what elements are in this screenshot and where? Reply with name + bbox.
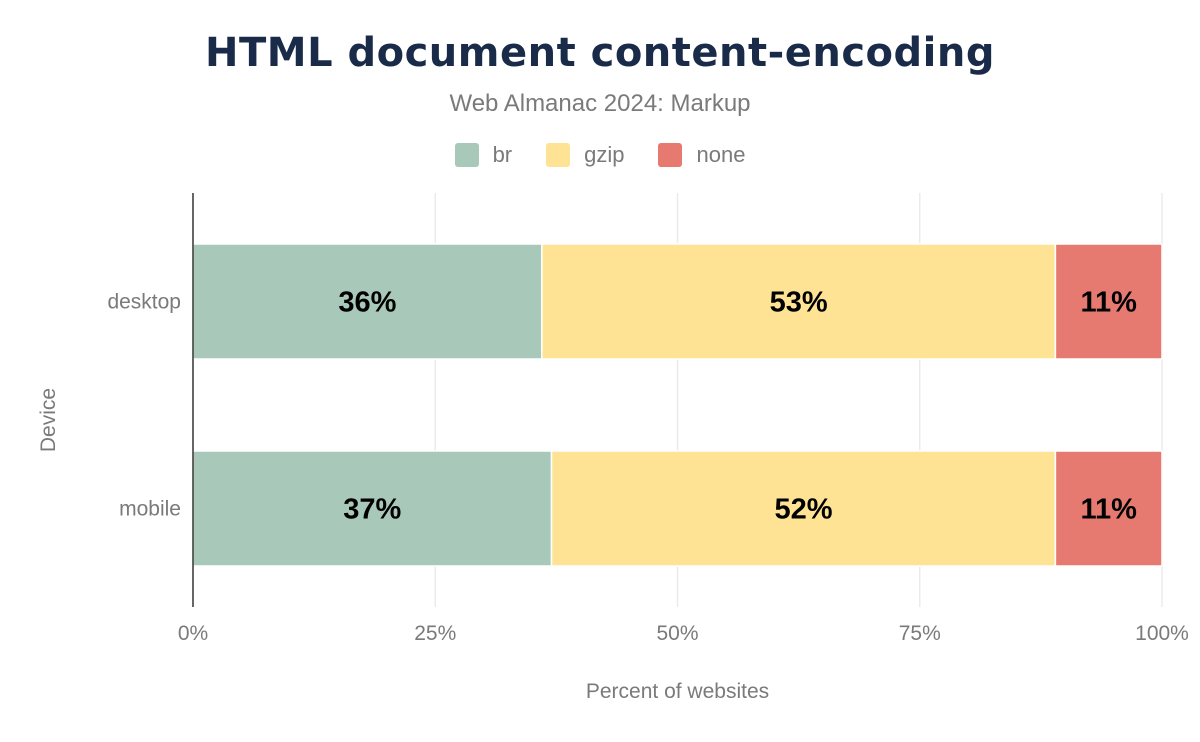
x-tick-label: 75% bbox=[899, 622, 941, 645]
data-label: 52% bbox=[774, 494, 832, 526]
x-tick-label: 25% bbox=[414, 622, 456, 645]
legend-item-br[interactable]: br bbox=[454, 142, 513, 168]
x-axis-title: Percent of websites bbox=[586, 680, 769, 703]
data-label: 37% bbox=[343, 494, 401, 526]
x-tick-label: 0% bbox=[178, 622, 208, 645]
x-tick-label: 50% bbox=[656, 622, 698, 645]
legend-swatch bbox=[658, 143, 683, 167]
x-tick-label: 100% bbox=[1135, 622, 1189, 645]
y-tick-label: mobile bbox=[119, 498, 181, 521]
legend-item-gzip[interactable]: gzip bbox=[546, 142, 624, 168]
data-label: 53% bbox=[770, 287, 828, 319]
legend-label: br bbox=[492, 142, 513, 167]
legend-swatch bbox=[546, 143, 571, 167]
legend-label: gzip bbox=[584, 142, 625, 167]
legend: br gzip none bbox=[0, 142, 1200, 168]
data-label: 11% bbox=[1080, 287, 1137, 319]
legend-swatch bbox=[454, 143, 479, 167]
data-label: 11% bbox=[1080, 494, 1137, 526]
bar-none-mobile bbox=[1054, 450, 1163, 567]
bar-none-desktop bbox=[1054, 243, 1163, 360]
chart-subtitle: Web Almanac 2024: Markup bbox=[449, 90, 751, 117]
y-axis-title: Device bbox=[37, 388, 60, 452]
chart-title: HTML document content-encoding bbox=[205, 30, 995, 76]
legend-label: none bbox=[696, 142, 746, 167]
y-tick-label: desktop bbox=[107, 291, 181, 314]
data-label: 36% bbox=[338, 287, 396, 319]
legend-item-none[interactable]: none bbox=[658, 142, 745, 168]
